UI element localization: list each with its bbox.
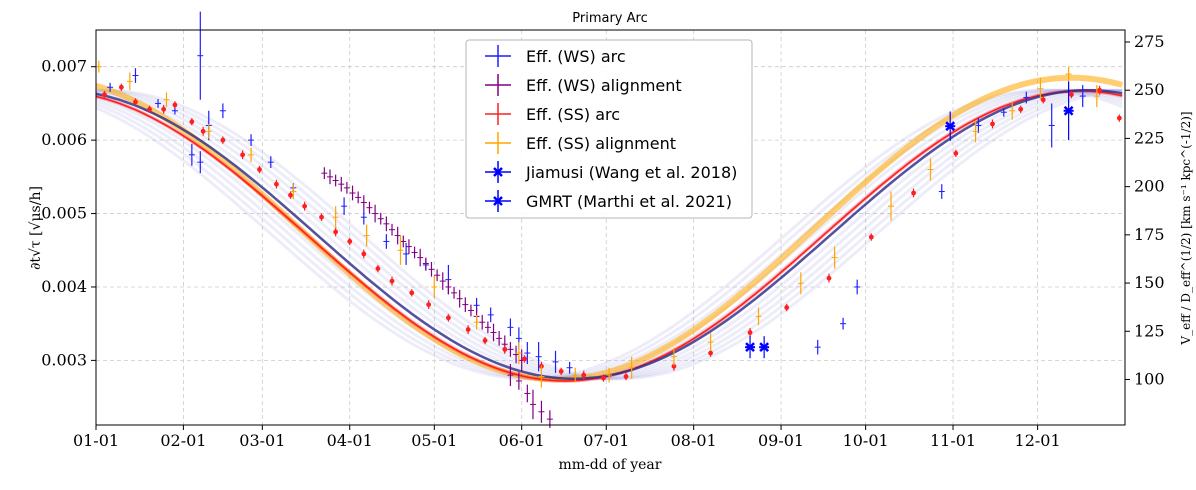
- y-ticks-right: 100 125 150 175 200 225 250 275: [1125, 32, 1165, 388]
- ss-arc-point: [445, 315, 451, 321]
- ss-arc-point: [302, 203, 308, 209]
- ss-arc-point: [522, 356, 527, 362]
- x-tick-label: 10-01: [843, 431, 889, 450]
- jiamusi-point: [745, 342, 755, 353]
- y-right-tick-label: 200: [1134, 177, 1165, 196]
- ss-arc-point: [161, 106, 167, 112]
- ss-arc-point: [784, 305, 790, 310]
- ss-arc-point: [581, 372, 587, 378]
- ss-arc-point: [1097, 87, 1103, 93]
- ss-arc-point: [911, 190, 916, 196]
- legend-label: GMRT (Marthi et al. 2021): [526, 192, 732, 211]
- x-tick-label: 04-01: [327, 431, 373, 450]
- legend-label: Eff. (WS) arc: [526, 47, 626, 66]
- ss-arc-point: [1069, 92, 1074, 98]
- legend-label: Jiamusi (Wang et al. 2018): [525, 163, 737, 182]
- y-right-tick-label: 150: [1134, 273, 1165, 292]
- ss-arc-point: [361, 251, 367, 257]
- y-right-tick-label: 275: [1134, 32, 1165, 51]
- y-axis-label-left: ∂t√τ [√μs/h]: [28, 186, 44, 270]
- ss-arc-point: [558, 369, 564, 374]
- ss-arc-point: [147, 106, 152, 112]
- ss-arc-point: [826, 275, 832, 281]
- ss-arc-point: [347, 239, 353, 244]
- x-ticks: 01-01 02-01 03-01 04-01 05-01 06-01 07-01 08-01…: [73, 425, 1061, 450]
- ss-arc-point: [288, 192, 293, 198]
- x-tick-label: 01-01: [73, 431, 119, 450]
- ss-arc-point: [133, 99, 138, 105]
- ss-arc-point: [1116, 115, 1122, 121]
- x-tick-label: 12-01: [1015, 431, 1061, 450]
- ss-arc-point: [1018, 106, 1024, 112]
- ss-arc-point: [465, 327, 471, 332]
- y-tick-label: 0.004: [41, 277, 87, 296]
- y-right-tick-label: 100: [1134, 369, 1165, 388]
- legend-label: Eff. (SS) alignment: [526, 134, 676, 153]
- gmrt-point: [1063, 105, 1074, 116]
- y-tick-label: 0.007: [41, 57, 87, 76]
- x-tick-label: 08-01: [671, 431, 717, 450]
- ss-arc-point: [502, 346, 508, 352]
- y-right-tick-label: 175: [1134, 225, 1165, 244]
- ss-arc-point: [257, 167, 262, 172]
- ss-arc-point: [220, 137, 226, 143]
- ss-arc-point: [240, 152, 245, 158]
- ss-arc-point: [189, 119, 195, 125]
- y-tick-label: 0.003: [41, 350, 87, 369]
- ss-arc-point: [200, 128, 206, 134]
- y-right-tick-label: 125: [1134, 321, 1165, 340]
- gmrt-point: [945, 121, 956, 132]
- y-tick-label: 0.006: [41, 130, 87, 149]
- legend-label: Eff. (WS) alignment: [526, 76, 682, 95]
- ws-model-band: [95, 88, 1123, 381]
- chart-title: Primary Arc: [572, 11, 647, 26]
- jiamusi-point: [759, 342, 770, 353]
- y-axis-label-right: V_eff / D_eff^(1/2) [km s⁻¹ kpc^(-1/2)]: [1179, 111, 1193, 345]
- y-tick-label: 0.005: [41, 204, 87, 223]
- ss-arc-point: [375, 266, 381, 272]
- legend-label: Eff. (SS) arc: [526, 105, 620, 124]
- ss-arc-point: [601, 375, 606, 381]
- x-tick-label: 11-01: [930, 431, 976, 450]
- data-points: [95, 11, 1122, 428]
- ss-arc-point: [389, 278, 395, 284]
- ss-arc-point: [426, 302, 432, 307]
- y-right-tick-label: 225: [1134, 128, 1165, 147]
- legend-swatch-marker: [493, 167, 503, 177]
- x-tick-label: 07-01: [583, 431, 629, 450]
- ss-arc-point: [747, 330, 753, 335]
- ss-arc-point: [990, 121, 995, 127]
- ss-arc-point: [172, 102, 178, 108]
- legend-items: Eff. (WS) arc Eff. (WS) alignment Eff. (SS…: [485, 45, 737, 212]
- ss-arc-point: [118, 84, 124, 90]
- ss-arc-point: [708, 350, 713, 356]
- ss-arc-point: [868, 234, 874, 240]
- ss-arc-point: [953, 150, 959, 156]
- y-right-tick-label: 250: [1134, 80, 1165, 99]
- x-tick-label: 03-01: [239, 431, 285, 450]
- x-axis-label: mm-dd of year: [559, 457, 662, 473]
- ss-arc-point: [623, 374, 629, 379]
- y-ticks-left: 0.003 0.004 0.005 0.006 0.007: [41, 57, 96, 369]
- ss-arc-point: [333, 229, 339, 235]
- ss-arc-point: [319, 214, 324, 220]
- plot-frame: [95, 29, 1126, 426]
- ss-arc-point: [274, 181, 279, 187]
- x-tick-label: 06-01: [499, 431, 545, 450]
- ss-arc-point: [409, 290, 415, 296]
- ss-arc-point: [1040, 97, 1046, 103]
- ss-arc-point: [102, 92, 107, 98]
- x-tick-label: 02-01: [160, 431, 206, 450]
- x-tick-label: 09-01: [758, 431, 804, 450]
- ss-arc-point: [671, 363, 677, 369]
- legend: Eff. (WS) arc Eff. (WS) alignment Eff. (SS…: [465, 39, 753, 219]
- ss-arc-point: [482, 338, 488, 343]
- legend-swatch-marker: [493, 196, 503, 206]
- x-tick-label: 05-01: [411, 431, 457, 450]
- legend-box: [465, 39, 753, 219]
